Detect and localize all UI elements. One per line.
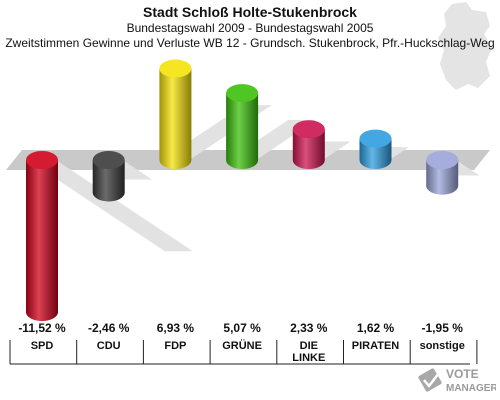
category-label: GRÜNE xyxy=(222,339,262,352)
category-label: LINKE xyxy=(292,352,325,364)
bar-fdp xyxy=(159,68,192,169)
category-label: sonstige xyxy=(420,340,465,352)
bar-cap xyxy=(92,151,125,169)
bar-cdu xyxy=(92,160,125,202)
bar-cap xyxy=(159,59,192,78)
value-label: -1,95 % xyxy=(422,321,464,335)
value-label: 5,07 % xyxy=(223,321,261,335)
category-label: CDU xyxy=(97,340,121,352)
category-label: DIE xyxy=(300,340,318,352)
category-label: PIRATEN xyxy=(352,340,400,352)
value-label: 2,33 % xyxy=(290,321,328,335)
bar-cap xyxy=(226,84,259,103)
bar-sonstige xyxy=(426,160,459,195)
chart-description: Zweitstimmen Gewinne und Verluste WB 12 … xyxy=(5,36,495,50)
chart-subtitle: Bundestagswahl 2009 - Bundestagswahl 200… xyxy=(126,21,374,35)
value-label: -11,52 % xyxy=(18,321,66,335)
chart-header: Stadt Schloß Holte-Stukenbrock Bundestag… xyxy=(0,4,500,51)
bar-cap xyxy=(26,151,58,169)
chart-title: Stadt Schloß Holte-Stukenbrock xyxy=(143,4,357,20)
bar-cap xyxy=(426,151,459,169)
bar-die-linke xyxy=(292,129,325,169)
bar-cap xyxy=(292,120,325,139)
bar-shadow xyxy=(28,160,193,252)
logo-text-vote: VOTE xyxy=(446,367,479,381)
vote-manager-logo: VOTE MANAGER xyxy=(418,367,496,394)
logo-text-manager: MANAGER xyxy=(446,383,496,394)
category-label: SPD xyxy=(31,340,54,352)
bar-grüne xyxy=(226,93,259,169)
value-label: 1,62 % xyxy=(357,321,395,335)
category-label: FDP xyxy=(164,340,186,352)
bar-spd xyxy=(26,160,58,322)
value-label: -2,46 % xyxy=(88,321,130,335)
bar-cap xyxy=(359,129,392,148)
value-label: 6,93 % xyxy=(157,321,195,335)
